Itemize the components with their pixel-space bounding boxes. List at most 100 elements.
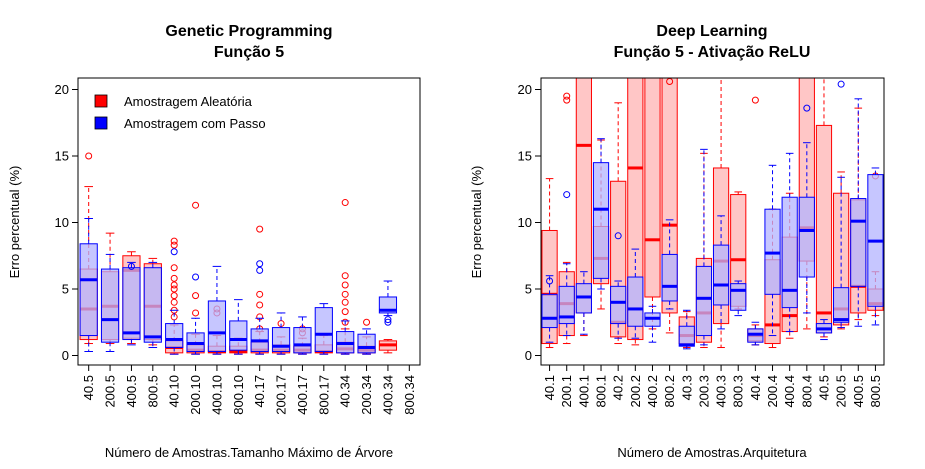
outlier-point <box>170 285 178 293</box>
legend-label-aleatoria: Amostragem Aleatória <box>124 94 253 109</box>
x-tick-label: 40.34 <box>338 375 353 408</box>
box <box>695 265 713 337</box>
x-tick-label: 200.10 <box>188 375 203 415</box>
box <box>833 287 850 323</box>
box <box>143 267 162 343</box>
outlier-point <box>170 292 178 300</box>
box <box>271 327 291 353</box>
x-tick-label: 400.34 <box>380 375 395 415</box>
x-tick-label: 40.2 <box>611 375 626 400</box>
x-tick-label: 200.3 <box>696 375 711 408</box>
outlier-point <box>127 262 135 270</box>
outlier-point <box>170 281 178 289</box>
box <box>781 196 798 309</box>
plot-frame <box>77 77 421 366</box>
box <box>314 307 333 353</box>
x-tick-label: 40.17 <box>252 375 267 408</box>
outlier-point <box>256 266 264 274</box>
x-tick-label: 200.1 <box>559 375 574 408</box>
x-tick-label: 800.34 <box>402 375 417 415</box>
x-tick-label: 40.1 <box>542 375 557 400</box>
legend-label-passo: Amostragem com Passo <box>124 116 266 131</box>
y-tick-label: 10 <box>518 215 532 230</box>
outlier-point <box>546 277 554 285</box>
outlier-point <box>384 316 392 324</box>
x-tick-label: 200.5 <box>834 375 849 408</box>
outlier-point <box>192 201 200 209</box>
right-y-axis-label: Erro percentual (%) <box>469 166 484 279</box>
outlier-point <box>563 191 571 199</box>
box <box>730 283 747 311</box>
x-tick-label: 400.4 <box>782 375 797 408</box>
box-series-group <box>79 152 398 355</box>
x-tick-label: 400.3 <box>714 375 729 408</box>
outlier-point <box>256 225 264 233</box>
box <box>712 244 730 306</box>
left-chart-subtitle: Função 5 <box>214 44 284 61</box>
box <box>627 78 644 341</box>
outlier-point <box>341 308 349 316</box>
box <box>627 276 644 327</box>
outlier-point <box>341 199 349 207</box>
outlier-point <box>170 264 178 272</box>
x-tick-label: 200.2 <box>628 375 643 408</box>
box <box>815 124 833 334</box>
box <box>122 267 141 341</box>
box <box>207 300 227 353</box>
outlier-point <box>363 318 371 326</box>
outlier-point <box>341 272 349 280</box>
box <box>592 162 610 279</box>
outlier-point <box>751 96 759 104</box>
x-tick-label: 400.2 <box>645 375 660 408</box>
box <box>558 285 575 325</box>
y-tick-label: 10 <box>55 215 69 230</box>
y-tick-label: 0 <box>525 348 532 363</box>
box <box>610 285 627 325</box>
genetic-programming-panel: Genetic Programming Função 5 Número de A… <box>7 23 421 460</box>
x-tick-label: 40.10 <box>167 375 182 408</box>
outlier-point <box>170 248 178 256</box>
box <box>357 333 376 354</box>
outlier-point <box>341 318 349 326</box>
outlier-point <box>563 92 571 100</box>
outlier-point <box>341 298 349 306</box>
right-chart-title: Deep Learning <box>656 23 767 40</box>
x-tick-label: 40.3 <box>679 375 694 400</box>
x-tick-label: 40.5 <box>816 375 831 400</box>
x-tick-label: 800.17 <box>316 375 331 415</box>
box <box>293 327 312 354</box>
outlier-point <box>85 152 93 160</box>
outlier-point <box>341 281 349 289</box>
box <box>850 198 867 287</box>
outlier-point <box>256 260 264 268</box>
x-tick-label: 400.5 <box>124 375 139 408</box>
outlier-point <box>192 309 200 317</box>
x-tick-label: 200.34 <box>359 375 374 415</box>
outlier-point <box>614 232 622 240</box>
x-tick-label: 200.17 <box>274 375 289 415</box>
x-tick-label: 200.5 <box>103 375 118 408</box>
outlier-point <box>256 290 264 298</box>
box <box>79 243 98 337</box>
x-tick-label: 800.5 <box>145 375 160 408</box>
outlier-point <box>170 274 178 282</box>
box <box>798 196 815 278</box>
x-tick-label: 800.10 <box>231 375 246 415</box>
outlier-point <box>170 237 178 245</box>
outlier-point <box>341 290 349 298</box>
box-series-group <box>541 78 884 350</box>
x-tick-label: 800.3 <box>731 375 746 408</box>
box <box>644 78 661 298</box>
x-tick-label: 400.10 <box>209 375 224 415</box>
plot-frame <box>540 77 885 366</box>
y-tick-label: 15 <box>518 149 532 164</box>
x-tick-label: 40.4 <box>748 375 763 400</box>
outlier-point <box>384 318 392 326</box>
y-tick-label: 15 <box>55 149 69 164</box>
x-tick-label: 400.17 <box>295 375 310 415</box>
x-tick-label: 40.5 <box>81 375 96 400</box>
left-legend: Amostragem Aleatória Amostragem com Pass… <box>94 94 266 131</box>
box <box>229 320 248 351</box>
